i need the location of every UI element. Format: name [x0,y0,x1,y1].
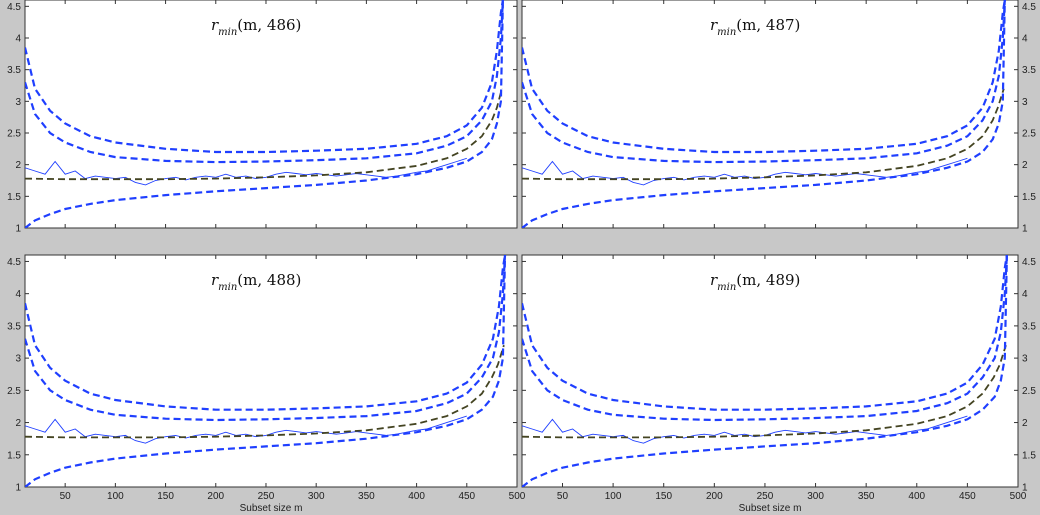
chart-panel-4: 1 1.5 2 2.5 3 3.5 4 4.5 50 100 150 200 250 300 350 400 4… [521,254,1036,514]
x-tick-label: 50 [557,491,569,502]
plot-area [24,0,518,229]
series-envelope-2 [522,0,1006,228]
plot-area [521,0,1019,229]
x-tick-label: 300 [807,491,824,502]
panel-title: rmin(m, 489) [710,271,800,293]
y-tick-label: 4 [15,289,21,300]
series-envelope-3 [522,0,1006,164]
series-median [25,88,503,181]
y-tick-label: 4 [1022,34,1028,45]
y-tick-label: 3.5 [1022,65,1036,76]
y-tick-label: 2 [1022,160,1028,171]
y-tick-label: 2 [1022,418,1028,429]
x-tick-label: 250 [757,491,774,502]
chart-panel-1: 1 1.5 2 2.5 3 3.5 4 4.5 rmin(m, 486) [7,0,518,235]
series-envelope-2 [25,0,504,228]
y-tick-label: 1 [1022,224,1028,235]
series-envelope-4 [522,255,1008,411]
chart-panel-3: 1 1.5 2 2.5 3 3.5 4 4.5 50 100 150 200 250 300 350 400 4… [7,254,526,514]
y-tick-label: 4.5 [7,2,21,13]
y-tick-label: 1.5 [7,192,21,203]
x-tick-label: 400 [908,491,925,502]
panel-title: rmin(m, 488) [211,271,301,293]
y-tick-label: 1 [15,483,21,494]
series-envelope-2 [25,255,507,487]
x-tick-label: 250 [258,491,275,502]
x-tick-label: 150 [655,491,672,502]
panel-title: rmin(m, 487) [710,16,800,38]
y-tick-label: 2 [15,160,21,171]
series-envelope-3 [522,255,1008,422]
y-tick-label: 1 [1022,483,1028,494]
y-tick-label: 3.5 [7,321,21,332]
x-tick-label: 200 [706,491,723,502]
x-axis-label: Subset size m [739,503,802,514]
x-tick-label: 100 [107,491,124,502]
y-tick-label: 4 [15,34,21,45]
y-tick-label: 3 [1022,354,1028,365]
y-tick-label: 1 [15,224,21,235]
series-envelope-2 [522,255,1008,487]
y-tick-label: 4.5 [7,257,21,268]
y-tick-label: 2.5 [7,386,21,397]
y-tick-label: 1.5 [1022,450,1036,461]
y-tick-label: 3.5 [7,65,21,76]
y-tick-label: 2 [15,418,21,429]
y-tick-label: 1.5 [1022,192,1036,203]
series-envelope-3 [25,255,507,422]
series-envelope-4 [25,255,507,411]
y-tick-label: 3 [15,97,21,108]
plot-area [24,254,518,488]
y-tick-label: 3 [1022,97,1028,108]
y-tick-label: 2.5 [1022,129,1036,140]
x-tick-label: 50 [60,491,72,502]
x-tick-label: 300 [308,491,325,502]
x-tick-label: 400 [408,491,425,502]
x-tick-label: 450 [458,491,475,502]
y-tick-label: 3 [15,354,21,365]
plot-area [521,254,1019,488]
y-tick-label: 4.5 [1022,2,1036,13]
series-median [522,88,1005,181]
y-tick-label: 4.5 [1022,257,1036,268]
y-tick-label: 2.5 [7,129,21,140]
x-tick-label: 100 [605,491,622,502]
series-median [25,344,505,439]
series-envelope-4 [522,0,1006,154]
x-tick-label: 450 [959,491,976,502]
x-tick-label: 350 [358,491,375,502]
x-axis-label: Subset size m [240,503,303,514]
series-median [522,344,1007,439]
y-tick-label: 4 [1022,289,1028,300]
x-tick-label: 150 [157,491,174,502]
x-tick-label: 500 [509,491,526,502]
x-tick-label: 500 [1010,491,1027,502]
x-tick-label: 200 [207,491,224,502]
x-tick-label: 350 [858,491,875,502]
series-envelope-4 [25,0,504,154]
y-tick-label: 2.5 [1022,386,1036,397]
panel-title: rmin(m, 486) [211,16,301,38]
chart-panel-2: 1 1.5 2 2.5 3 3.5 4 4.5 rmin(m, 487) [521,0,1036,235]
y-tick-label: 3.5 [1022,321,1036,332]
y-tick-label: 1.5 [7,450,21,461]
